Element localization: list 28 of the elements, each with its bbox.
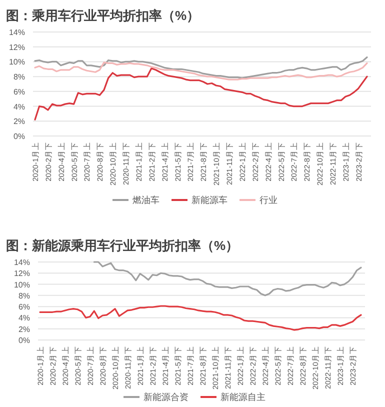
y-tick-label: 12% xyxy=(8,42,25,52)
chart-title: 图：新能源乘用车行业平均折扣率（%） xyxy=(6,238,239,253)
legend-label: 燃油车 xyxy=(132,195,160,205)
line-series xyxy=(34,68,368,120)
y-tick-label: 8% xyxy=(18,291,30,300)
y-tick-label: 0% xyxy=(13,132,25,141)
y-tick-label: 0% xyxy=(18,336,30,345)
y-tick-label: 2% xyxy=(18,324,30,334)
y-tick-label: 10% xyxy=(14,280,30,290)
legend-label: 行业 xyxy=(260,195,278,205)
line-series xyxy=(39,305,362,331)
legend-label: 新能源合资 xyxy=(144,392,188,402)
y-tick-label: 4% xyxy=(13,102,25,112)
chart-title: 图：乘用车行业平均折扣率（%） xyxy=(6,8,200,23)
legend-label: 新能源车 xyxy=(192,195,228,205)
line-series xyxy=(34,56,368,79)
y-tick-label: 10% xyxy=(8,58,25,67)
y-tick-label: 8% xyxy=(13,72,25,82)
y-tick-label: 6% xyxy=(13,87,25,96)
y-tick-label: 6% xyxy=(18,302,30,312)
y-tick-label: 14% xyxy=(8,28,25,37)
y-tick-label: 14% xyxy=(14,258,30,267)
y-tick-label: 12% xyxy=(14,269,30,278)
line-series xyxy=(93,261,362,296)
y-tick-label: 2% xyxy=(13,117,25,126)
y-tick-label: 4% xyxy=(18,314,30,323)
legend-label: 新能源自主 xyxy=(220,392,266,402)
line-series xyxy=(34,62,368,80)
